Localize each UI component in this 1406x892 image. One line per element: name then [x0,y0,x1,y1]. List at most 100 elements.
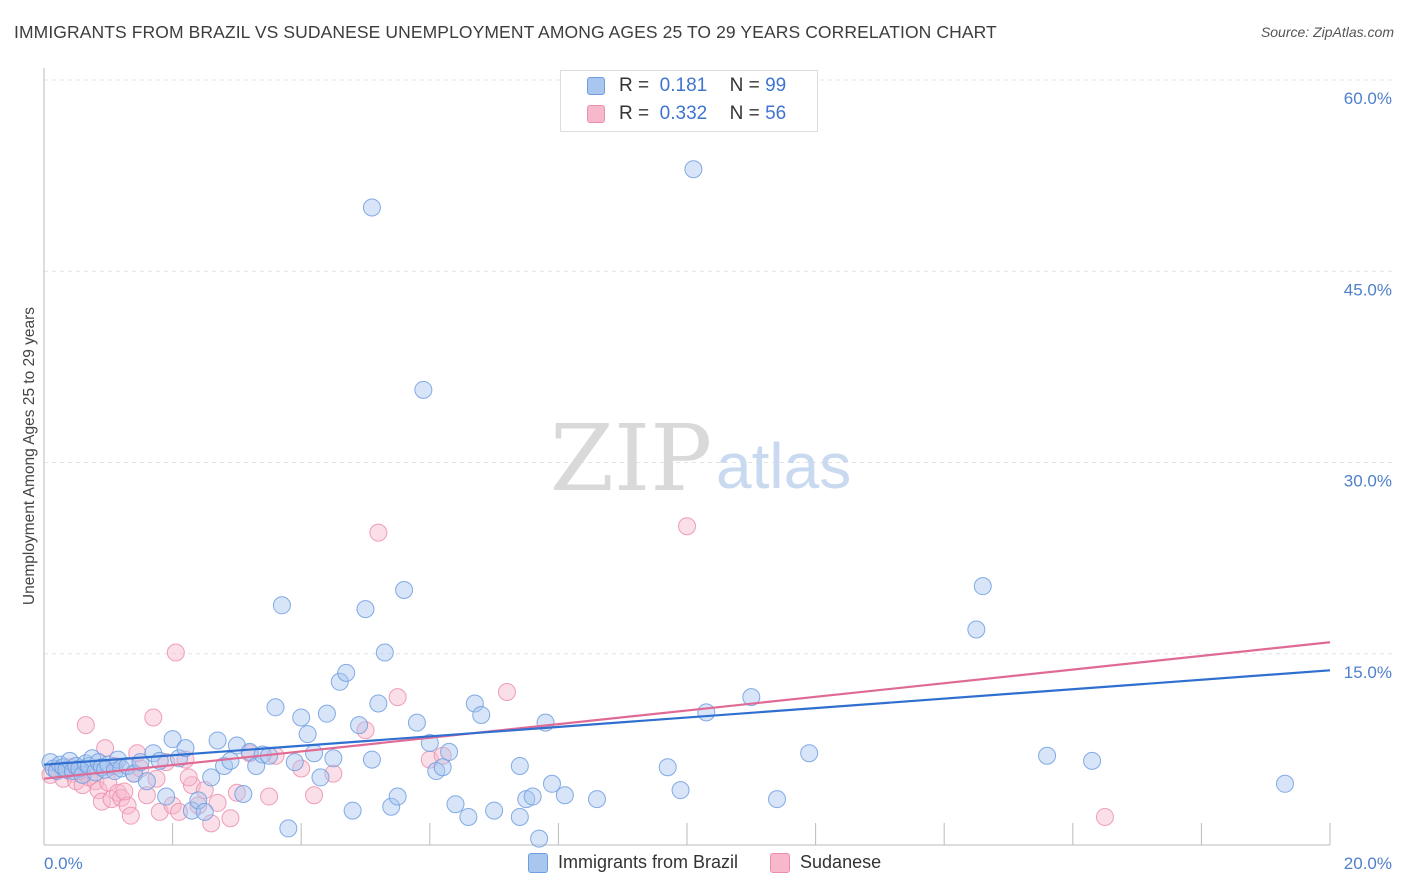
x-tick-label: 20.0% [1344,854,1392,873]
point-brazil [658,758,677,777]
point-sudanese [144,708,163,727]
bottom-legend-label-sudanese: Sudanese [800,852,882,872]
point-brazil [382,797,401,816]
x-tick-labels: 0.0% 20.0% [44,854,1392,873]
point-sudanese [108,783,127,802]
legend-n-label: N = [729,103,760,124]
legend-n-value: 56 [765,103,787,124]
y-tick-label: 15.0% [1344,663,1392,682]
legend: R = 0.181 N = 99 R = 0.332 N = 56 [560,70,818,132]
point-brazil [298,725,317,744]
point-sudanese [202,814,221,833]
point-sudanese [369,523,388,542]
point-brazil [285,753,304,772]
point-brazil [523,787,542,806]
point-sudanese [89,781,108,800]
point-sudanese [137,786,156,805]
trendline-brazil [43,669,1331,766]
point-brazil [510,756,529,775]
point-brazil [182,801,201,820]
point-sudanese [497,683,516,701]
point-brazil [369,694,388,713]
point-brazil [356,600,375,619]
point-brazil [343,801,362,820]
gridlines [44,79,1395,655]
point-brazil [407,713,426,732]
chart-title: IMMIGRANTS FROM BRAZIL VS SUDANESE UNEMP… [14,22,997,42]
point-brazil [311,768,330,787]
point-brazil [742,688,761,707]
legend-row-sudanese: R = 0.332 N = 56 [587,101,786,127]
point-sudanese [388,688,407,707]
point-brazil [272,596,291,615]
point-sudanese [118,796,137,815]
point-sudanese [76,716,95,735]
point-brazil [176,739,195,758]
point-brazil [510,807,529,826]
point-brazil [414,380,433,399]
point-brazil [350,716,369,735]
point-brazil [195,802,214,821]
point-brazil [1275,774,1294,793]
point-brazil [684,160,703,179]
source-label: Source: ZipAtlas.com [1260,24,1394,40]
point-brazil [324,749,343,768]
legend-n-label: N = [729,75,760,96]
point-brazil [768,790,787,809]
point-brazil [189,791,208,810]
bottom-legend: Immigrants from Brazil Sudanese [528,852,881,873]
point-sudanese [166,643,185,662]
point-brazil [395,581,414,599]
point-sudanese [208,793,227,812]
point-brazil [800,744,819,763]
point-sudanese [163,796,182,815]
point-brazil [362,750,381,769]
point-brazil [247,756,266,775]
point-brazil [587,790,606,809]
point-brazil [202,768,221,787]
watermark-atlas: atlas [716,430,851,502]
point-brazil [555,786,574,805]
y-tick-label: 30.0% [1344,472,1392,491]
point-brazil [163,730,182,749]
point-sudanese [1095,807,1114,826]
point-brazil [157,787,176,806]
y-tick-labels: 15.0% 30.0% 45.0% 60.0% [1344,89,1392,682]
point-brazil [279,819,298,838]
point-brazil [465,694,484,713]
point-brazil [208,731,227,750]
legend-r-label: R = [619,103,650,124]
point-sudanese [305,786,324,805]
legend-row-brazil: R = 0.181 N = 99 [587,73,786,99]
point-brazil [542,774,561,793]
point-sudanese [115,782,134,801]
point-sudanese [121,806,140,825]
point-brazil [1038,746,1057,765]
legend-r-label: R = [619,75,650,96]
point-brazil [671,781,690,800]
point-brazil [530,829,549,848]
point-sudanese [170,802,189,821]
point-brazil [362,198,381,217]
bottom-legend-swatch-brazil [528,852,548,873]
y-axis-title: Unemployment Among Ages 25 to 29 years [21,307,38,605]
point-brazil [1083,751,1102,770]
bottom-legend-swatch-sudanese [770,852,791,873]
legend-n-value: 99 [765,75,787,96]
point-brazil [967,620,986,639]
point-brazil [330,672,349,691]
point-sudanese [292,759,311,778]
point-brazil [317,704,336,723]
legend-r-value: 0.181 [659,75,708,96]
point-brazil [234,785,253,803]
point-brazil [221,751,240,770]
legend-r-value: 0.332 [659,103,708,124]
series-sudanese-points [41,517,1114,833]
watermark-zip: ZIP [550,405,712,512]
point-sudanese [227,783,246,802]
point-brazil [472,705,491,724]
point-sudanese [678,517,696,536]
point-sudanese [221,809,240,828]
point-brazil [292,708,311,727]
